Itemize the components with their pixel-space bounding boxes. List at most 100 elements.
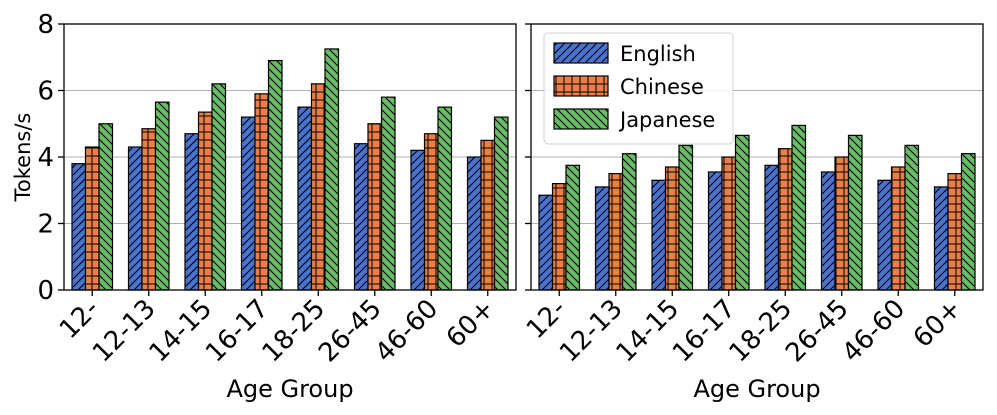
x-tick-label: 46-60 [837, 294, 912, 369]
bar-hatch [240, 116, 256, 291]
bar-hatch [734, 134, 750, 291]
bar-hatch [834, 156, 850, 291]
bar-chinese [197, 111, 213, 291]
x-tick-label: 14-15 [611, 294, 686, 369]
bar-hatch [678, 144, 694, 291]
bar-hatch [608, 173, 624, 291]
bar-japanese [734, 134, 750, 291]
x-tick-label: 26-45 [780, 294, 855, 369]
bar-hatch [367, 123, 383, 291]
bar-chinese [947, 173, 963, 291]
x-tick-label: 16-17 [200, 294, 275, 369]
bar-english [764, 164, 780, 291]
bar-chinese [141, 128, 157, 291]
bar-hatch [84, 146, 100, 291]
bar-hatch [211, 83, 227, 291]
bar-hatch [310, 83, 326, 291]
bar-japanese [98, 123, 114, 291]
legend-entry-english: English [553, 42, 696, 66]
bar-english [538, 194, 554, 291]
y-tick-label: 0 [37, 276, 54, 306]
bar-hatch [721, 156, 737, 291]
bar-japanese [678, 144, 694, 291]
x-tick-label: 16-17 [667, 294, 742, 369]
bar-hatch [820, 171, 836, 291]
bar-english [71, 163, 87, 291]
bar-hatch [594, 186, 610, 291]
bar-hatch [254, 93, 270, 291]
legend-label: Japanese [618, 108, 715, 132]
bar-chinese [84, 146, 100, 291]
bar-chinese [551, 183, 567, 291]
y-tick-label: 2 [37, 210, 54, 240]
x-tick-label: 18-25 [257, 294, 332, 369]
bar-hatch [380, 96, 396, 291]
bar-hatch [960, 153, 976, 291]
bar-english [707, 171, 723, 291]
bar-english [353, 143, 369, 291]
y-tick-label: 6 [37, 77, 54, 107]
bar-hatch [777, 148, 793, 291]
bar-english [933, 186, 949, 291]
y-tick-label: 4 [37, 143, 54, 173]
x-axis-title: Age Group [693, 375, 820, 403]
bar-english [127, 146, 143, 291]
legend-entry-chinese: Chinese [553, 75, 704, 99]
bar-chinese [254, 93, 270, 291]
bar-chinese [834, 156, 850, 291]
bar-hatch [707, 171, 723, 291]
legend-entry-japanese: Japanese [553, 108, 715, 132]
x-tick-label: 14-15 [144, 294, 219, 369]
bar-hatch [353, 143, 369, 291]
bar-hatch [98, 123, 114, 291]
x-tick-label: 18-25 [724, 294, 799, 369]
x-tick-label: 12-13 [87, 294, 162, 369]
bar-hatch [764, 164, 780, 291]
bar-japanese [621, 153, 637, 291]
bar-japanese [267, 59, 283, 291]
bar-hatch [154, 101, 170, 291]
bar-chinese [480, 139, 496, 291]
bar-japanese [211, 83, 227, 291]
bar-chinese [310, 83, 326, 291]
bar-chinese [423, 133, 439, 291]
bar-hatch [184, 133, 200, 291]
bar-english [410, 149, 426, 291]
bar-hatch [904, 144, 920, 291]
bar-hatch [480, 139, 496, 291]
bar-japanese [960, 153, 976, 291]
axes-layer [58, 23, 984, 296]
bar-hatch [423, 133, 439, 291]
bar-chinese [608, 173, 624, 291]
bar-japanese [324, 48, 340, 291]
legend-swatch-hatch [553, 42, 609, 64]
bar-hatch [791, 124, 807, 291]
bar-hatch [197, 111, 213, 291]
legend: English Chinese Japanese [543, 32, 734, 145]
bar-english [240, 116, 256, 291]
bar-hatch [890, 166, 906, 291]
bar-english [820, 171, 836, 291]
legend-label: English [620, 42, 696, 66]
bar-chinese [777, 148, 793, 291]
bar-hatch [437, 106, 453, 291]
bar-japanese [565, 164, 581, 291]
bar-hatch [538, 194, 554, 291]
bars-layer [71, 48, 976, 291]
bar-english [877, 179, 893, 291]
y-tick-label: 8 [37, 10, 54, 40]
bar-hatch [297, 106, 313, 291]
bar-english [184, 133, 200, 291]
x-tick-label: 26-45 [313, 294, 388, 369]
bar-english [594, 186, 610, 291]
bar-hatch [141, 128, 157, 291]
bar-chinese [890, 166, 906, 291]
bar-japanese [904, 144, 920, 291]
bar-hatch [551, 183, 567, 291]
bar-hatch [127, 146, 143, 291]
x-tick-label: 60+ [441, 294, 501, 354]
y-axis-title: Tokens/s [11, 113, 35, 203]
bar-hatch [947, 173, 963, 291]
bar-japanese [847, 134, 863, 291]
